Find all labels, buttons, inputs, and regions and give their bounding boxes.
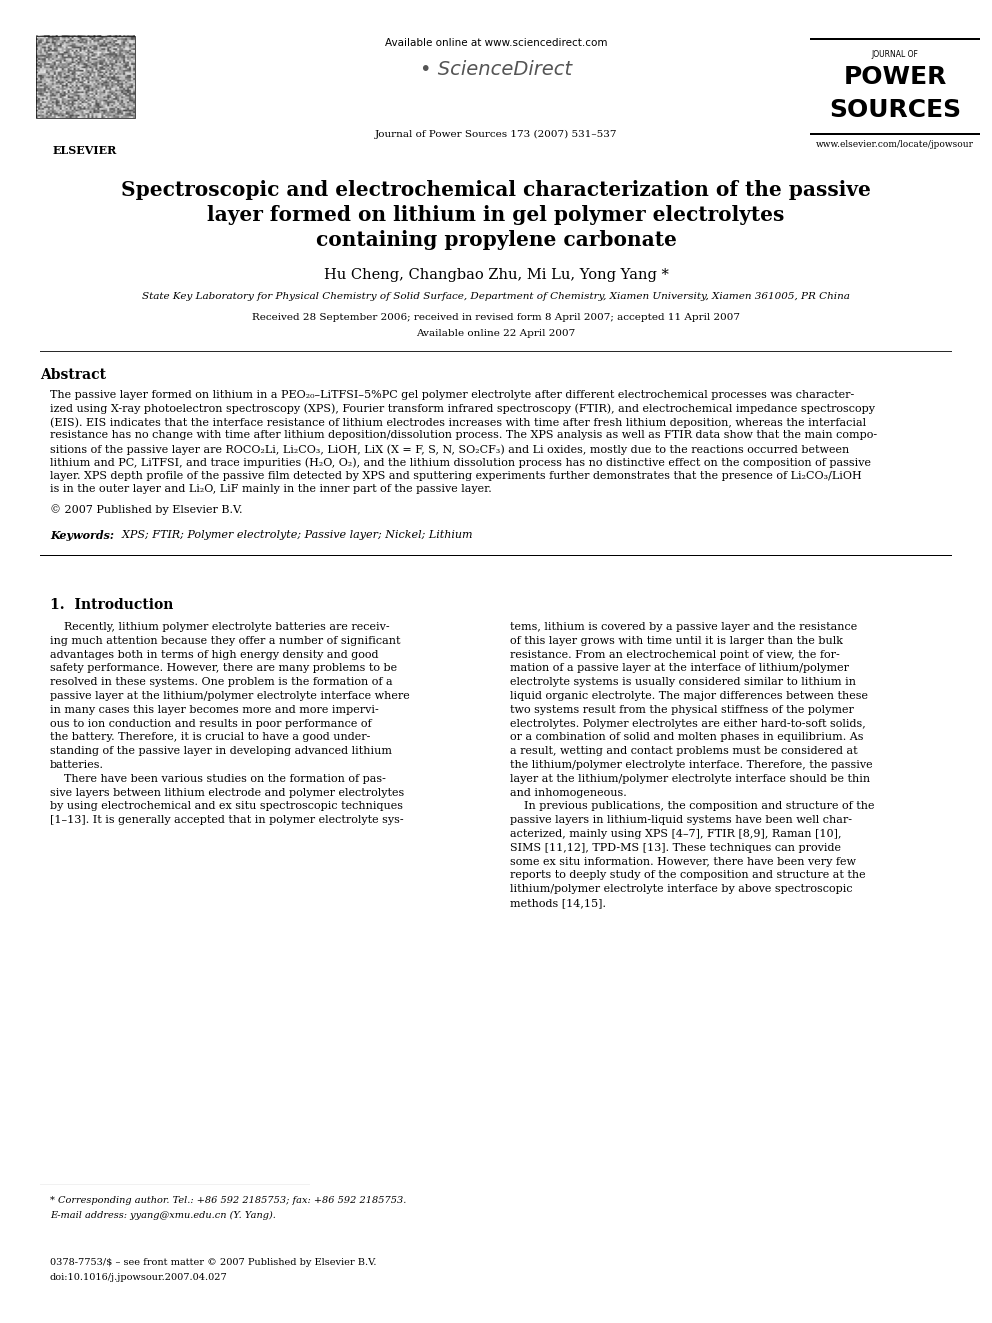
Text: sive layers between lithium electrode and polymer electrolytes: sive layers between lithium electrode an… (50, 787, 405, 798)
Text: Available online 22 April 2007: Available online 22 April 2007 (417, 329, 575, 337)
Text: standing of the passive layer in developing advanced lithium: standing of the passive layer in develop… (50, 746, 392, 757)
Text: www.elsevier.com/locate/jpowsour: www.elsevier.com/locate/jpowsour (816, 140, 974, 149)
Text: liquid organic electrolyte. The major differences between these: liquid organic electrolyte. The major di… (510, 691, 868, 701)
Text: Available online at www.sciencedirect.com: Available online at www.sciencedirect.co… (385, 38, 607, 48)
Text: the lithium/polymer electrolyte interface. Therefore, the passive: the lithium/polymer electrolyte interfac… (510, 759, 873, 770)
Text: two systems result from the physical stiffness of the polymer: two systems result from the physical sti… (510, 705, 854, 714)
Text: Received 28 September 2006; received in revised form 8 April 2007; accepted 11 A: Received 28 September 2006; received in … (252, 314, 740, 321)
Text: • ScienceDirect: • ScienceDirect (420, 60, 572, 79)
Text: There have been various studies on the formation of pas-: There have been various studies on the f… (50, 774, 386, 783)
Text: reports to deeply study of the composition and structure at the: reports to deeply study of the compositi… (510, 871, 866, 880)
Text: sitions of the passive layer are ROCO₂Li, Li₂CO₃, LiOH, LiX (X = F, S, N, SO₂CF₃: sitions of the passive layer are ROCO₂Li… (50, 445, 849, 455)
Text: State Key Laboratory for Physical Chemistry of Solid Surface, Department of Chem: State Key Laboratory for Physical Chemis… (142, 292, 850, 302)
Text: layer. XPS depth profile of the passive film detected by XPS and sputtering expe: layer. XPS depth profile of the passive … (50, 471, 862, 482)
Text: The passive layer formed on lithium in a PEO₂₀–LiTFSI–5%PC gel polymer electroly: The passive layer formed on lithium in a… (50, 390, 854, 400)
Text: acterized, mainly using XPS [4–7], FTIR [8,9], Raman [10],: acterized, mainly using XPS [4–7], FTIR … (510, 830, 841, 839)
Text: Journal of Power Sources 173 (2007) 531–537: Journal of Power Sources 173 (2007) 531–… (375, 130, 617, 139)
Text: methods [14,15].: methods [14,15]. (510, 898, 606, 908)
Text: ing much attention because they offer a number of significant: ing much attention because they offer a … (50, 636, 401, 646)
Text: of this layer grows with time until it is larger than the bulk: of this layer grows with time until it i… (510, 636, 843, 646)
Text: electrolyte systems is usually considered similar to lithium in: electrolyte systems is usually considere… (510, 677, 856, 687)
Text: advantages both in terms of high energy density and good: advantages both in terms of high energy … (50, 650, 379, 660)
Text: (EIS). EIS indicates that the interface resistance of lithium electrodes increas: (EIS). EIS indicates that the interface … (50, 417, 866, 427)
Text: E-mail address: yyang@xmu.edu.cn (Y. Yang).: E-mail address: yyang@xmu.edu.cn (Y. Yan… (50, 1211, 276, 1220)
Text: by using electrochemical and ex situ spectroscopic techniques: by using electrochemical and ex situ spe… (50, 802, 403, 811)
Text: Abstract: Abstract (40, 368, 106, 382)
Text: Hu Cheng, Changbao Zhu, Mi Lu, Yong Yang *: Hu Cheng, Changbao Zhu, Mi Lu, Yong Yang… (323, 269, 669, 282)
Text: and inhomogeneous.: and inhomogeneous. (510, 787, 627, 798)
Text: tems, lithium is covered by a passive layer and the resistance: tems, lithium is covered by a passive la… (510, 622, 857, 632)
Text: resistance has no change with time after lithium deposition/dissolution process.: resistance has no change with time after… (50, 430, 877, 441)
Text: mation of a passive layer at the interface of lithium/polymer: mation of a passive layer at the interfa… (510, 663, 849, 673)
Text: is in the outer layer and Li₂O, LiF mainly in the inner part of the passive laye: is in the outer layer and Li₂O, LiF main… (50, 484, 492, 495)
Text: Spectroscopic and electrochemical characterization of the passive: Spectroscopic and electrochemical charac… (121, 180, 871, 200)
Text: SOURCES: SOURCES (829, 98, 961, 122)
Text: containing propylene carbonate: containing propylene carbonate (315, 230, 677, 250)
Text: 1.  Introduction: 1. Introduction (50, 598, 174, 613)
Text: 0378-7753/$ – see front matter © 2007 Published by Elsevier B.V.: 0378-7753/$ – see front matter © 2007 Pu… (50, 1258, 377, 1267)
Text: Recently, lithium polymer electrolyte batteries are receiv-: Recently, lithium polymer electrolyte ba… (50, 622, 390, 632)
Text: electrolytes. Polymer electrolytes are either hard-to-soft solids,: electrolytes. Polymer electrolytes are e… (510, 718, 866, 729)
Text: * Corresponding author. Tel.: +86 592 2185753; fax: +86 592 2185753.: * Corresponding author. Tel.: +86 592 21… (50, 1196, 407, 1205)
Text: SIMS [11,12], TPD-MS [13]. These techniques can provide: SIMS [11,12], TPD-MS [13]. These techniq… (510, 843, 841, 853)
Text: in many cases this layer becomes more and more impervi-: in many cases this layer becomes more an… (50, 705, 379, 714)
Text: lithium and PC, LiTFSI, and trace impurities (H₂O, O₂), and the lithium dissolut: lithium and PC, LiTFSI, and trace impuri… (50, 458, 871, 468)
Text: ELSEVIER: ELSEVIER (53, 146, 117, 156)
Text: the battery. Therefore, it is crucial to have a good under-: the battery. Therefore, it is crucial to… (50, 733, 370, 742)
Text: lithium/polymer electrolyte interface by above spectroscopic: lithium/polymer electrolyte interface by… (510, 884, 853, 894)
Text: passive layer at the lithium/polymer electrolyte interface where: passive layer at the lithium/polymer ele… (50, 691, 410, 701)
Text: doi:10.1016/j.jpowsour.2007.04.027: doi:10.1016/j.jpowsour.2007.04.027 (50, 1273, 228, 1282)
Text: Keywords:: Keywords: (50, 531, 114, 541)
Text: XPS; FTIR; Polymer electrolyte; Passive layer; Nickel; Lithium: XPS; FTIR; Polymer electrolyte; Passive … (115, 531, 472, 540)
Text: a result, wetting and contact problems must be considered at: a result, wetting and contact problems m… (510, 746, 858, 757)
Text: batteries.: batteries. (50, 759, 104, 770)
Text: safety performance. However, there are many problems to be: safety performance. However, there are m… (50, 663, 397, 673)
Text: resistance. From an electrochemical point of view, the for-: resistance. From an electrochemical poin… (510, 650, 840, 660)
Text: resolved in these systems. One problem is the formation of a: resolved in these systems. One problem i… (50, 677, 393, 687)
Text: POWER: POWER (843, 65, 946, 89)
Text: some ex situ information. However, there have been very few: some ex situ information. However, there… (510, 856, 856, 867)
Text: © 2007 Published by Elsevier B.V.: © 2007 Published by Elsevier B.V. (50, 504, 242, 515)
Text: layer formed on lithium in gel polymer electrolytes: layer formed on lithium in gel polymer e… (207, 205, 785, 225)
Bar (36, 36, 135, 118)
Text: JOURNAL OF: JOURNAL OF (872, 50, 919, 60)
Text: In previous publications, the composition and structure of the: In previous publications, the compositio… (510, 802, 875, 811)
Text: [1–13]. It is generally accepted that in polymer electrolyte sys-: [1–13]. It is generally accepted that in… (50, 815, 404, 826)
Text: layer at the lithium/polymer electrolyte interface should be thin: layer at the lithium/polymer electrolyte… (510, 774, 870, 783)
Text: or a combination of solid and molten phases in equilibrium. As: or a combination of solid and molten pha… (510, 733, 863, 742)
Text: ous to ion conduction and results in poor performance of: ous to ion conduction and results in poo… (50, 718, 372, 729)
Text: passive layers in lithium-liquid systems have been well char-: passive layers in lithium-liquid systems… (510, 815, 852, 826)
Text: ized using X-ray photoelectron spectroscopy (XPS), Fourier transform infrared sp: ized using X-ray photoelectron spectrosc… (50, 404, 875, 414)
